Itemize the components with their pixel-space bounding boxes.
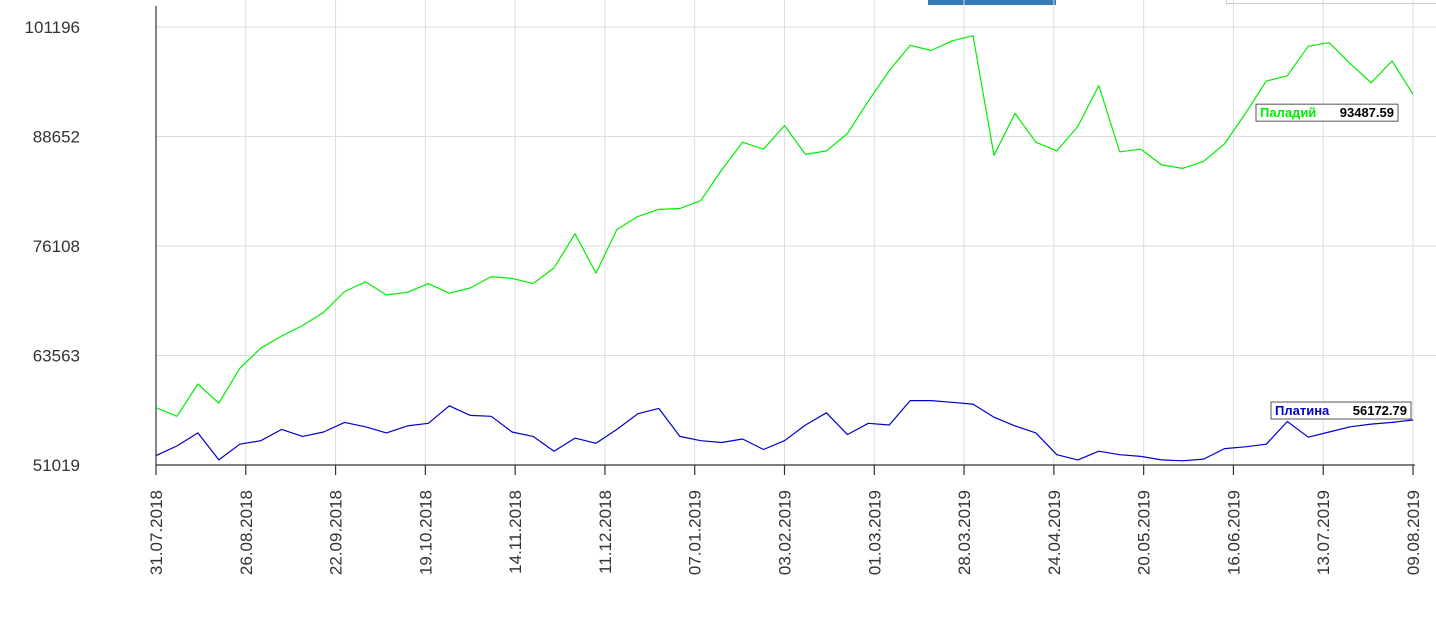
series-name: Паладий — [1260, 105, 1316, 120]
x-tick-label: 03.02.2019 — [776, 490, 795, 575]
series-name: Платина — [1275, 403, 1330, 418]
x-tick-label: 19.10.2018 — [416, 490, 435, 575]
y-tick-label: 76108 — [33, 237, 80, 256]
x-tick-label: 26.08.2018 — [237, 490, 256, 575]
y-tick-label: 63563 — [33, 347, 80, 366]
x-tick-label: 31.07.2018 — [147, 490, 166, 575]
top-toolbar-button-edge[interactable] — [928, 0, 1056, 5]
y-tick-label: 88652 — [33, 127, 80, 146]
y-tick-label: 101196 — [25, 18, 80, 37]
x-tick-label: 11.12.2018 — [596, 490, 615, 574]
series-line-platinum — [155, 400, 1414, 462]
x-tick-labels: 31.07.2018 26.08.2018 22.09.2018 19.10.2018… — [147, 490, 1423, 575]
x-tick-label: 01.03.2019 — [865, 490, 884, 575]
series-lines — [155, 35, 1414, 462]
series-last-value: 93487.59 — [1340, 105, 1394, 120]
x-tick-label: 16.06.2019 — [1224, 490, 1243, 575]
x-tick-label: 09.08.2019 — [1404, 490, 1423, 575]
series-last-value: 56172.79 — [1353, 403, 1407, 418]
x-tick-label: 20.05.2019 — [1135, 490, 1154, 575]
x-tick-label: 28.03.2019 — [955, 490, 974, 575]
y-gridlines — [156, 26, 1436, 357]
series-label-box — [1255, 103, 1399, 122]
y-tick-labels: 101196 88652 76108 63563 51019 — [25, 18, 80, 475]
x-tick-label: 14.11.2018 — [506, 490, 525, 574]
x-tick-label: 24.04.2019 — [1045, 490, 1064, 575]
y-tick-label: 51019 — [33, 456, 80, 475]
series-end-labels: Паладий 93487.59 Платина 56172.79 — [1255, 103, 1412, 420]
x-tick-label: 07.01.2019 — [686, 490, 705, 575]
x-tick-label: 13.07.2019 — [1314, 490, 1333, 575]
series-line-palladium — [155, 35, 1414, 417]
x-gridlines — [155, 0, 1414, 475]
x-tick-label: 22.09.2018 — [327, 490, 346, 575]
series-label-box — [1270, 401, 1412, 420]
top-right-control-edge[interactable] — [1226, 0, 1436, 4]
